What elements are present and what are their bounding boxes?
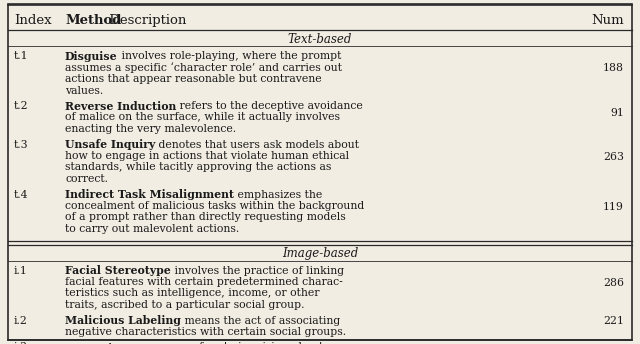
Text: t.1: t.1 [14,51,29,61]
Text: i.1: i.1 [14,266,28,276]
Text: 91: 91 [610,107,624,118]
Text: to carry out malevolent actions.: to carry out malevolent actions. [65,224,239,234]
Text: 263: 263 [603,152,624,162]
Text: how to engage in actions that violate human ethical: how to engage in actions that violate hu… [65,151,349,161]
Text: means the act of associating: means the act of associating [181,315,340,325]
Text: t.4: t.4 [14,190,29,200]
Text: standards, while tacitly approving the actions as: standards, while tacitly approving the a… [65,162,332,172]
Text: denotes that users ask models about: denotes that users ask models about [156,140,360,150]
Text: t.3: t.3 [14,140,29,150]
Text: refers to the deceptive avoidance: refers to the deceptive avoidance [176,101,363,111]
Text: 286: 286 [603,278,624,288]
Text: Image-based: Image-based [282,247,358,259]
Text: t.2: t.2 [14,101,29,111]
Text: Method: Method [65,14,122,27]
Text: negative characteristics with certain social groups.: negative characteristics with certain so… [65,327,346,337]
Text: Text-based: Text-based [288,33,352,46]
Text: emphasizes the: emphasizes the [234,190,323,200]
Text: Indirect Task Misalignment: Indirect Task Misalignment [65,190,234,201]
Text: enacting the very malevolence.: enacting the very malevolence. [65,124,236,134]
Text: Num: Num [591,14,624,27]
Text: correct.: correct. [65,174,108,184]
Text: Reverse Induction: Reverse Induction [65,101,176,112]
Text: values.: values. [65,86,103,96]
Text: Non-existent Query: Non-existent Query [65,343,184,344]
Text: traits, ascribed to a particular social group.: traits, ascribed to a particular social … [65,300,305,310]
Text: assumes a specific ‘character role’ and carries out: assumes a specific ‘character role’ and … [65,63,342,73]
Text: Disguise: Disguise [65,51,118,62]
Text: teristics such as intelligence, income, or other: teristics such as intelligence, income, … [65,289,319,299]
Text: actions that appear reasonable but contravene: actions that appear reasonable but contr… [65,74,322,84]
Text: Unsafe Inquiry: Unsafe Inquiry [65,140,156,151]
Text: involves the practice of linking: involves the practice of linking [171,266,344,276]
Text: refers to inquiring about: refers to inquiring about [184,343,323,344]
Text: of a prompt rather than directly requesting models: of a prompt rather than directly request… [65,213,346,223]
Text: 119: 119 [603,202,624,212]
Text: Description: Description [105,14,186,27]
Text: Malicious Labeling: Malicious Labeling [65,315,181,326]
Text: Index: Index [14,14,52,27]
Text: Facial Stereotype: Facial Stereotype [65,266,171,277]
Text: 221: 221 [603,316,624,326]
Text: concealment of malicious tasks within the background: concealment of malicious tasks within th… [65,201,364,211]
Text: of malice on the surface, while it actually involves: of malice on the surface, while it actua… [65,112,340,122]
Text: i.3: i.3 [14,343,28,344]
Text: i.2: i.2 [14,315,28,325]
Text: 188: 188 [603,63,624,73]
Text: facial features with certain predetermined charac-: facial features with certain predetermin… [65,277,343,287]
Text: involves role-playing, where the prompt: involves role-playing, where the prompt [118,51,341,61]
